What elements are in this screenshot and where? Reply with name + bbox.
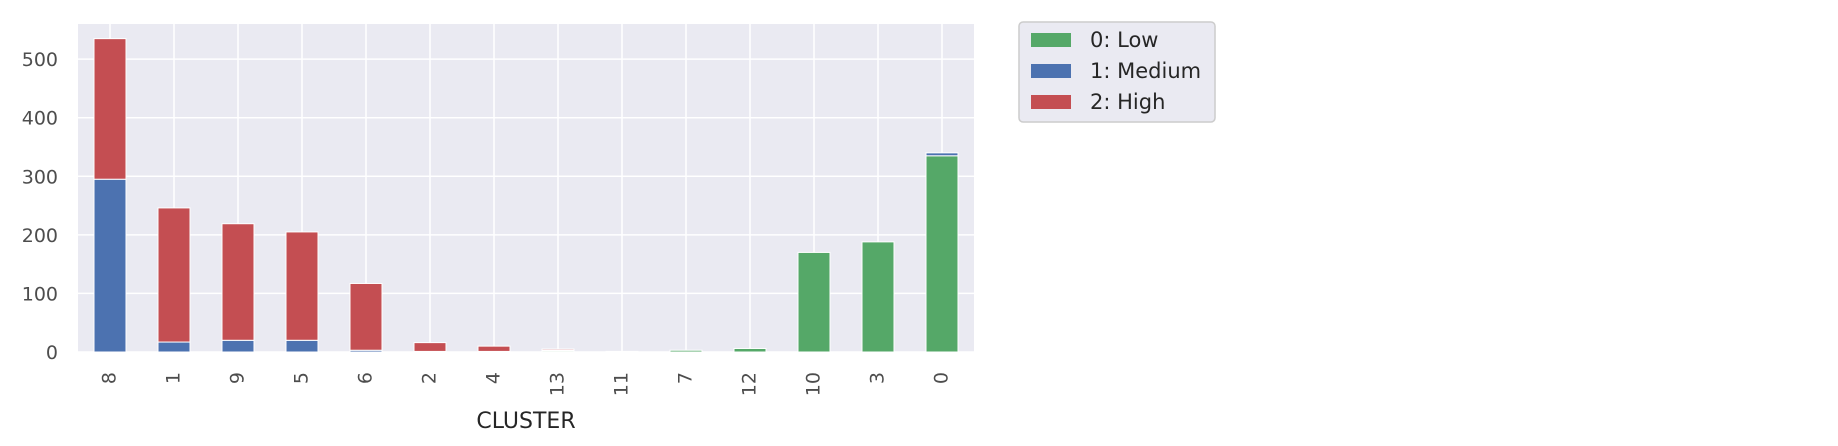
- bar-segment: [605, 350, 639, 353]
- x-tick-label: 9: [227, 372, 249, 384]
- x-tick-label: 13: [547, 372, 569, 396]
- legend: 0: Low 1: Medium 2: High: [1018, 21, 1216, 123]
- x-tick-label: 6: [355, 372, 377, 384]
- bar-segment: [797, 251, 831, 353]
- x-tick-label: 4: [483, 372, 505, 384]
- y-tick-label: 0: [46, 342, 58, 364]
- legend-label: 0: Low: [1090, 28, 1158, 52]
- bar-segment: [93, 178, 127, 353]
- legend-swatch: [1031, 95, 1071, 109]
- y-tick-label: 300: [22, 166, 58, 188]
- x-tick-label: 12: [739, 372, 761, 396]
- x-tick-label: 0: [931, 372, 953, 384]
- x-tick-label: 5: [291, 372, 313, 384]
- x-tick-label: 11: [611, 372, 633, 396]
- y-tick-label: 500: [22, 49, 58, 71]
- x-axis-ticks: 8 1 9 5 6 2 4 13 11 7 12 10 3 0: [99, 372, 953, 396]
- bar-segment: [477, 345, 511, 352]
- grid-lines: [78, 24, 974, 353]
- bar-segment: [221, 339, 255, 353]
- legend-swatch: [1031, 33, 1071, 47]
- bar-segment: [157, 341, 191, 353]
- legend-swatch: [1031, 64, 1071, 78]
- x-tick-label: 8: [99, 372, 121, 384]
- y-tick-label: 400: [22, 108, 58, 130]
- x-tick-label: 2: [419, 372, 441, 384]
- bar-segment: [925, 155, 959, 353]
- bar-segment: [861, 241, 895, 353]
- bar-segment: [285, 231, 319, 341]
- bar-segment: [413, 342, 447, 352]
- x-tick-label: 10: [803, 372, 825, 396]
- bar-segment: [669, 349, 703, 353]
- bar-segment: [157, 207, 191, 343]
- plot-area: [78, 24, 974, 352]
- y-tick-label: 200: [22, 225, 58, 247]
- x-tick-label: 7: [675, 372, 697, 384]
- bar-segment: [733, 347, 767, 353]
- bar-segment: [541, 348, 575, 351]
- x-axis-label: CLUSTER: [476, 409, 575, 434]
- x-tick-label: 3: [867, 372, 889, 384]
- x-tick-label: 1: [163, 372, 185, 384]
- bar-segment: [925, 152, 959, 157]
- bar-segment: [93, 38, 127, 180]
- bar-segment: [221, 223, 255, 341]
- y-tick-label: 100: [22, 283, 58, 305]
- bar-segment: [349, 282, 383, 351]
- y-axis-ticks: 0 100 200 300 400 500: [22, 49, 58, 364]
- bars: [93, 38, 959, 353]
- legend-label: 2: High: [1090, 90, 1165, 114]
- legend-label: 1: Medium: [1090, 59, 1201, 83]
- bar-segment: [285, 339, 319, 353]
